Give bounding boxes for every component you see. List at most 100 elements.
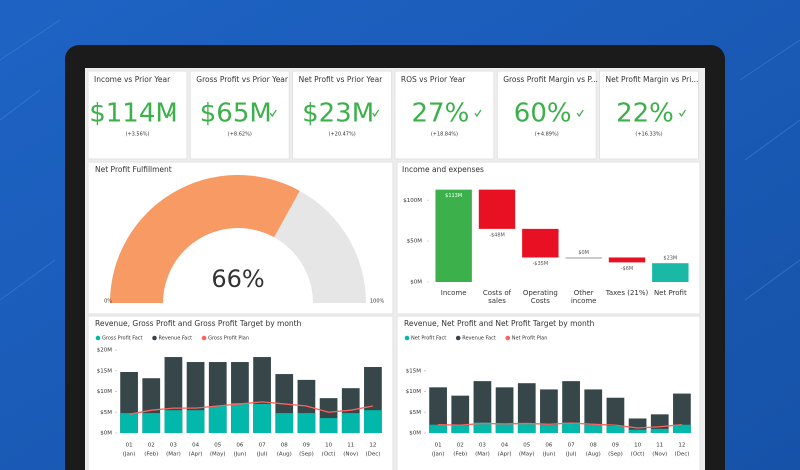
- x-tick-label: (May): [519, 452, 535, 458]
- waterfall-bar: [652, 263, 689, 282]
- y-tick-label: $5M: [409, 410, 421, 416]
- bar: [473, 381, 492, 433]
- x-tick-label: (Jul): [257, 452, 268, 458]
- y-tick-label: $0M: [410, 280, 422, 286]
- y-tick-label: $10M: [406, 389, 421, 395]
- bar: [606, 425, 625, 433]
- bar: [253, 403, 271, 433]
- line: [128, 401, 374, 415]
- x-tick-label: 06: [236, 443, 243, 449]
- gauge-value-arc: [110, 175, 300, 303]
- kpi-title: Gross Profit vs Prior Year: [196, 75, 289, 84]
- bar: [297, 413, 316, 433]
- bar: [606, 397, 625, 433]
- x-tick-label: (Jul): [566, 452, 577, 458]
- kpi-value: $114M: [89, 99, 178, 129]
- kpi-title: Income vs Prior Year: [94, 75, 171, 84]
- kpi-value: $65M: [200, 99, 272, 129]
- x-tick-label: (Sep): [299, 452, 314, 458]
- x-tick-label: (Nov): [343, 452, 358, 458]
- x-tick-label: (Jan): [432, 452, 445, 458]
- legend-marker: [152, 335, 157, 341]
- x-tick-label: 05: [523, 443, 530, 449]
- legend-label: Revenue Fact: [159, 336, 193, 342]
- kpi-value: 27%: [412, 99, 470, 129]
- kpi-change: (+20.47%): [329, 132, 356, 138]
- x-tick-label: 07: [259, 443, 266, 449]
- bar: [628, 418, 647, 433]
- x-tick-label: 08: [590, 443, 597, 449]
- waterfall-bar: [608, 257, 646, 263]
- bar: [275, 413, 294, 433]
- legend-label: Net Profit Fact: [411, 336, 446, 342]
- waterfall-bar: [435, 189, 472, 282]
- chart-title: Revenue, Gross Profit and Gross Profit T…: [95, 319, 302, 328]
- waterfall-title: Income and expenses: [402, 165, 484, 174]
- x-tick-label: Net Profit: [654, 289, 687, 297]
- bar: [584, 424, 603, 433]
- x-tick-label: Other: [574, 289, 594, 297]
- bar: [319, 418, 338, 433]
- y-tick-label: $5M: [100, 410, 112, 416]
- kpi-change: (+8.62%): [228, 132, 252, 138]
- x-tick-label: 11: [656, 443, 663, 449]
- kpi-title: Gross Profit Margin vs P...: [503, 75, 598, 84]
- kpi-change: (+4.89%): [535, 132, 559, 138]
- legend-label: Revenue Fact: [462, 336, 496, 342]
- x-tick-label: 09: [612, 443, 619, 449]
- x-tick-label: Taxes (21%): [605, 289, 649, 297]
- y-tick-label: $0M: [100, 431, 112, 437]
- x-tick-label: 10: [634, 443, 641, 449]
- x-tick-label: (Mar): [475, 452, 490, 458]
- kpi-change: (+18.84%): [431, 132, 458, 138]
- x-tick-label: (Nov): [652, 452, 667, 458]
- legend-marker: [455, 335, 461, 341]
- check-icon: [576, 109, 584, 118]
- check-icon: [474, 109, 482, 118]
- waterfall-bar: [522, 228, 559, 258]
- kpi-value: $23M: [302, 99, 374, 129]
- gauge-label: 66%: [211, 265, 264, 293]
- bar: [540, 424, 558, 433]
- bar: [673, 393, 691, 433]
- x-tick-label: 04: [192, 443, 199, 449]
- x-tick-label: 05: [214, 443, 221, 449]
- data-label: $23M: [663, 256, 677, 262]
- x-tick-label: 01: [435, 443, 442, 449]
- x-tick-label: 12: [369, 443, 376, 449]
- x-tick-label: Income: [441, 289, 467, 297]
- x-tick-label: Costs of: [483, 289, 512, 297]
- x-tick-label: (Apr): [498, 452, 512, 458]
- data-label: -$6M: [621, 266, 633, 272]
- kpi-change: (+16.33%): [635, 132, 662, 138]
- x-tick-label: 08: [281, 443, 288, 449]
- x-tick-label: 09: [303, 443, 310, 449]
- bar: [120, 413, 138, 433]
- gauge-max-label: 100%: [370, 299, 385, 305]
- bar: [473, 422, 492, 433]
- x-tick-label: (Jun): [542, 452, 555, 458]
- x-tick-label: 02: [457, 443, 464, 449]
- x-tick-label: (Aug): [586, 452, 601, 458]
- x-tick-label: Costs: [531, 297, 551, 305]
- x-tick-label: 03: [170, 443, 177, 449]
- kpi-title: Net Profit vs Prior Year: [299, 75, 384, 84]
- bar: [517, 423, 536, 433]
- legend-marker: [505, 335, 511, 341]
- y-tick-label: $10M: [97, 389, 112, 395]
- waterfall-bar: [478, 189, 516, 229]
- x-tick-label: (Sep): [608, 452, 623, 458]
- bar: [650, 414, 669, 433]
- bar: [517, 383, 536, 433]
- legend-marker: [404, 335, 410, 341]
- legend-marker: [201, 335, 207, 341]
- x-tick-label: 12: [678, 443, 685, 449]
- y-tick-label: $100M: [403, 198, 422, 204]
- x-tick-label: (Mar): [166, 452, 181, 458]
- x-tick-label: (Feb): [453, 452, 467, 458]
- legend-label: Gross Profit Fact: [102, 336, 143, 342]
- check-icon: [167, 109, 175, 118]
- bar: [364, 410, 382, 433]
- bar: [562, 381, 580, 433]
